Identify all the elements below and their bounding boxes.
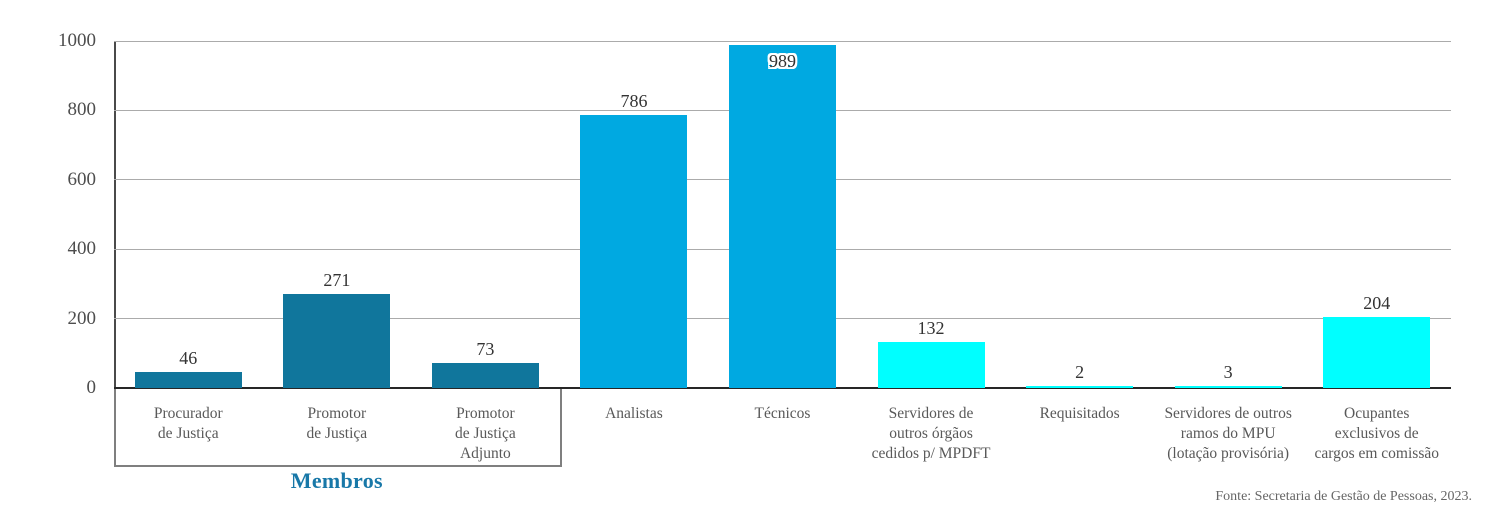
y-axis: 0 200 400 600 800 1000: [14, 31, 97, 398]
bar-value-label: 271: [323, 269, 351, 290]
bar-value-label: 2: [1075, 362, 1085, 382]
bar: [729, 44, 836, 388]
bar-value-label: 786: [620, 91, 648, 112]
category-label: Requisitados: [1039, 405, 1120, 422]
y-tick-label: 600: [67, 168, 97, 190]
plot-area: 46 271 73 786 989 132 2 3 204: [114, 40, 1451, 389]
y-tick-label: 400: [67, 238, 97, 260]
x-axis-labels: Procurador de Justiça Promotor de Justiça…: [114, 404, 1451, 474]
source-note: Fonte: Secretaria de Gestão de Pessoas, …: [1215, 489, 1472, 504]
bar: [134, 372, 242, 388]
category-label: Procurador de Justiça: [153, 405, 223, 442]
category-label: Ocupantes exclusivos de cargos em comiss…: [1314, 405, 1439, 462]
gridline: [114, 40, 1451, 42]
y-tick-label: 800: [67, 99, 97, 121]
bar: [877, 342, 985, 388]
bar: [283, 293, 391, 388]
bar: [1323, 317, 1431, 388]
bar: [580, 115, 688, 388]
bar-value-label: 132: [917, 318, 945, 339]
category-label: Servidores de outros ramos do MPU (lotaç…: [1164, 405, 1292, 462]
category-label: Promotor de Justiça: [306, 405, 368, 442]
bar: [1026, 386, 1134, 388]
y-tick-label: 0: [86, 377, 97, 398]
category-label: Promotor de Justiça Adjunto: [455, 405, 516, 462]
category-label: Servidores de outros órgãos cedidos p/ M…: [871, 405, 991, 462]
y-tick-label: 200: [67, 307, 97, 329]
bar-value-label: 73: [476, 338, 495, 359]
membros-bracket: [114, 389, 562, 467]
bar: [1174, 386, 1282, 388]
category-label: Técnicos: [754, 405, 811, 422]
y-axis-line: [114, 41, 116, 388]
y-tick-label: 1000: [58, 30, 96, 51]
bar-value-label: 3: [1223, 362, 1233, 382]
x-axis-line: [114, 387, 1451, 389]
bar: [431, 362, 539, 388]
bar-value-label: 204: [1363, 293, 1391, 314]
category-label: Analistas: [605, 405, 663, 422]
bar-value-label: 46: [179, 348, 198, 369]
bar-value-label: 989: [769, 50, 796, 71]
membros-label: Membros: [290, 468, 383, 493]
